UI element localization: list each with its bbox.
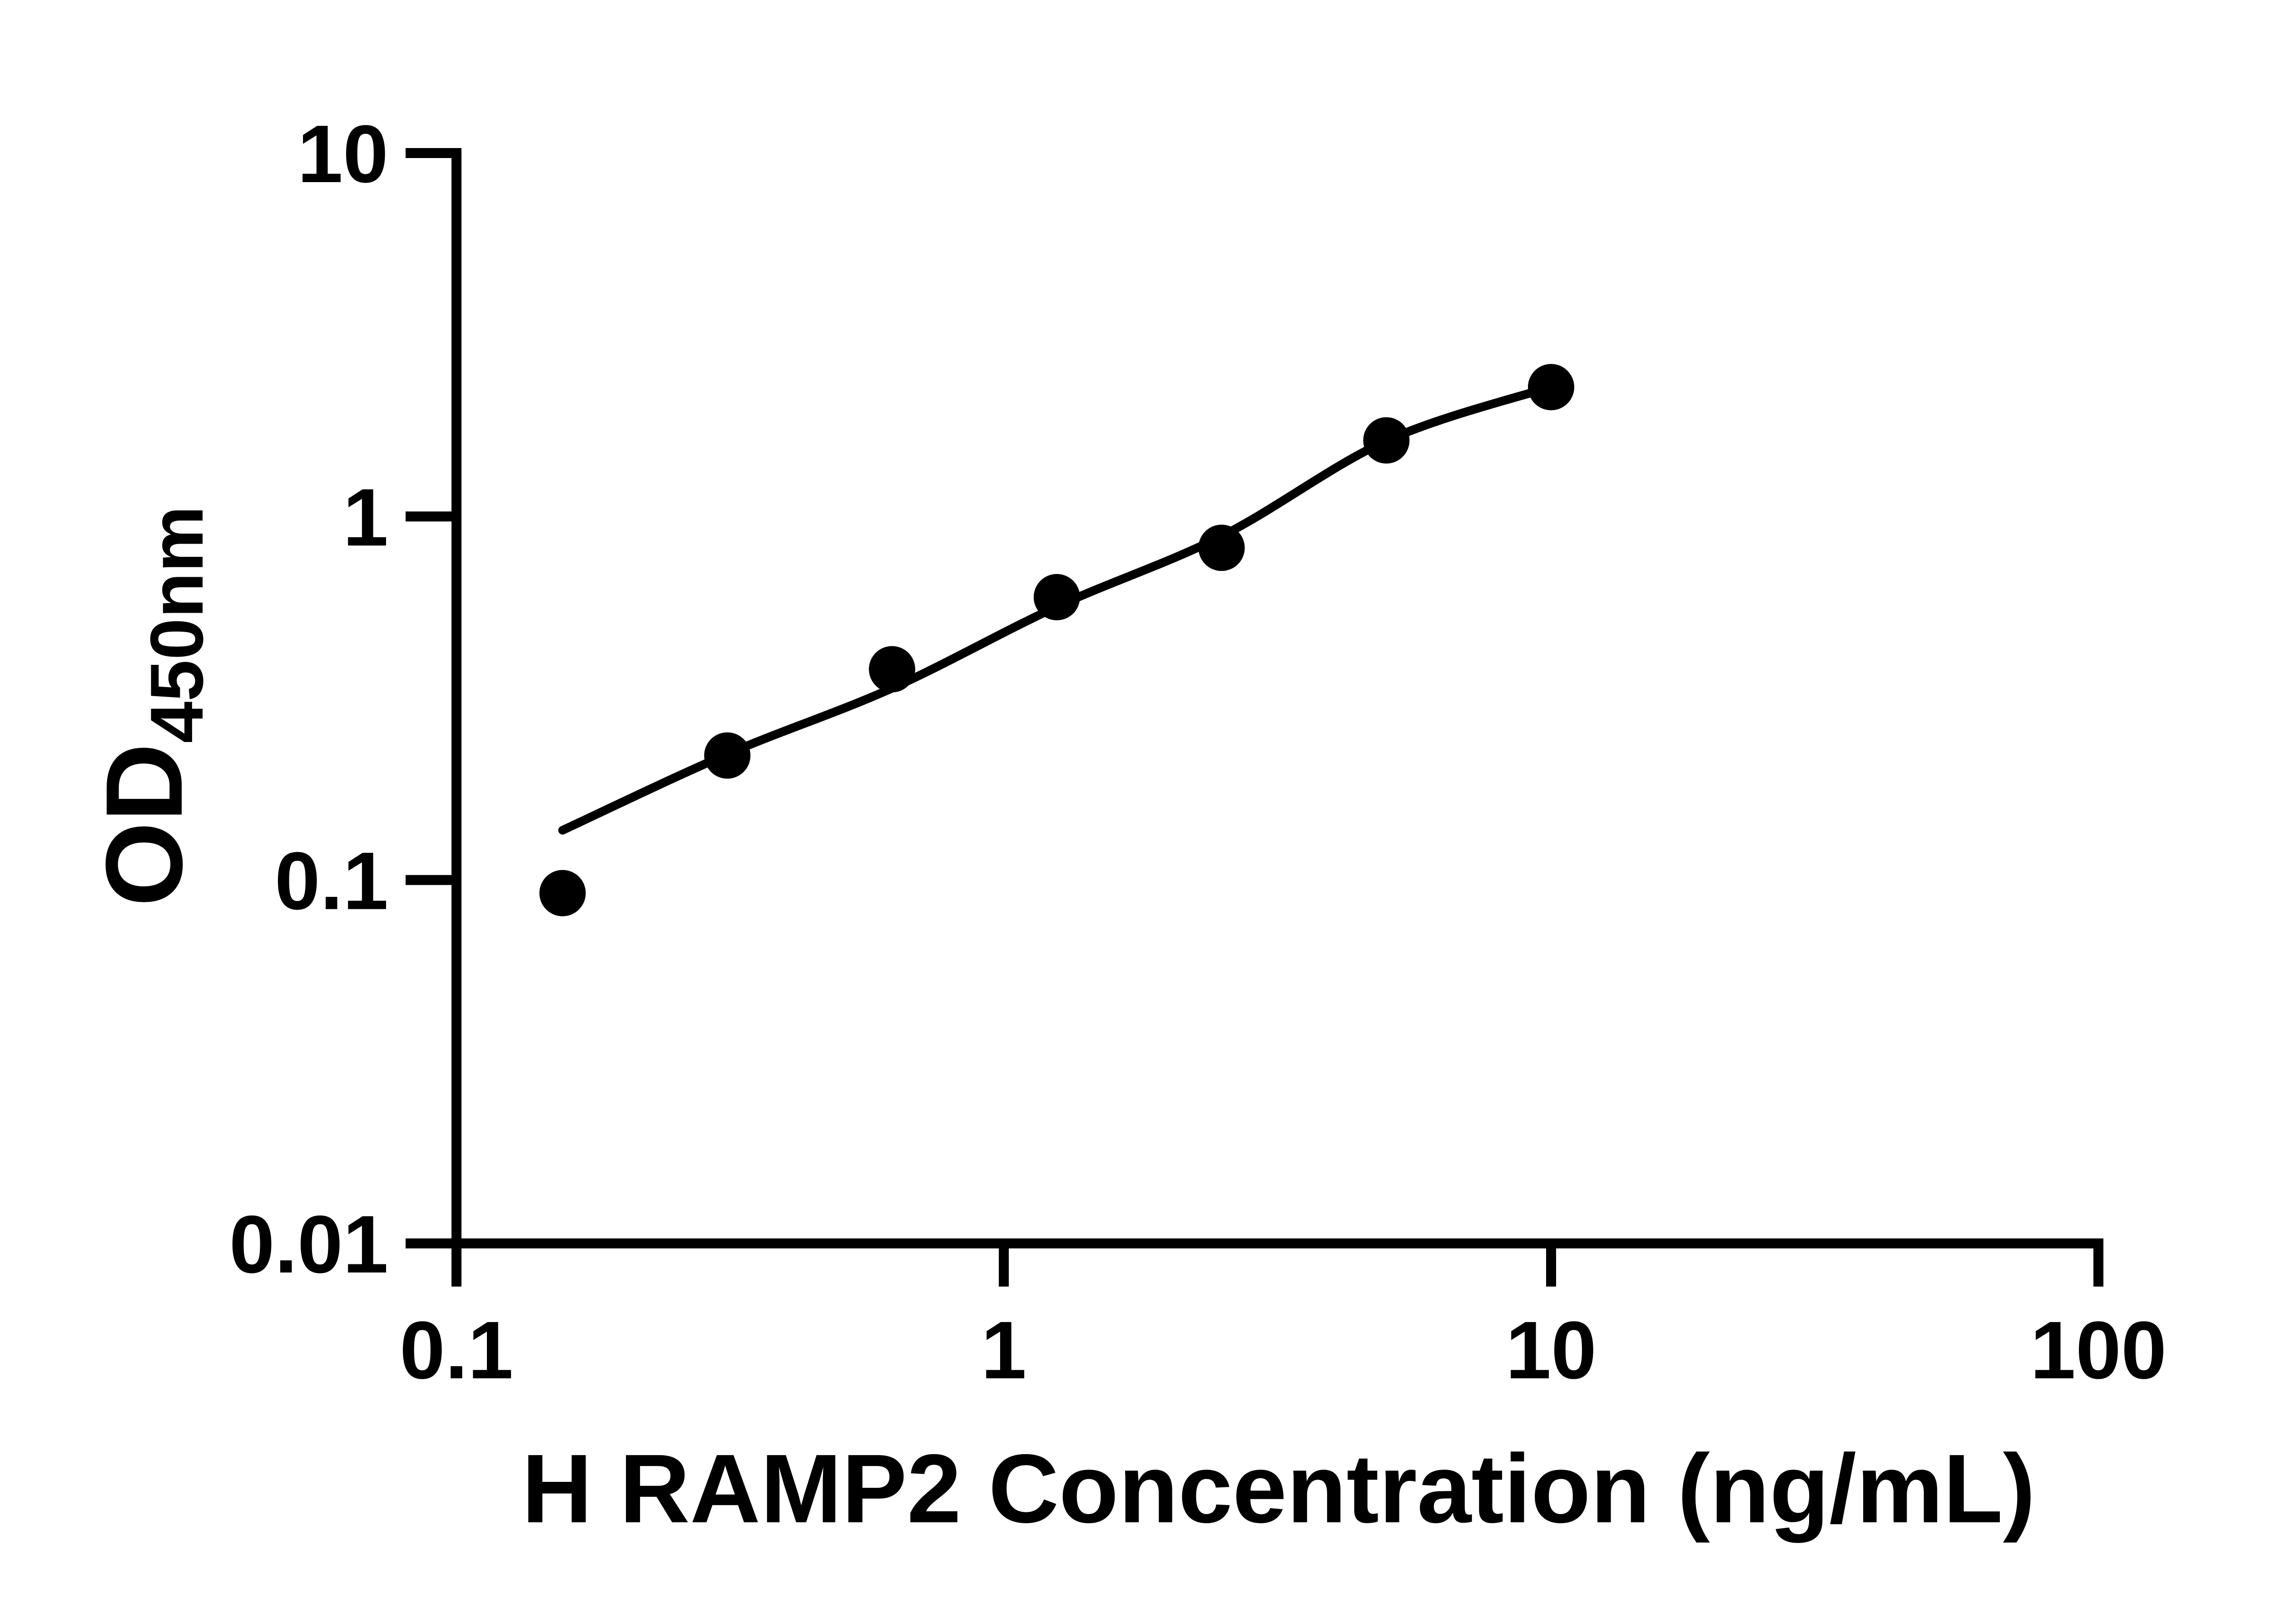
- x-tick-label: 1: [981, 1305, 1026, 1396]
- data-point: [539, 870, 586, 916]
- axis-lines: [451, 148, 2103, 1248]
- x-tick-label: 10: [1506, 1305, 1597, 1396]
- x-tick-label: 0.1: [400, 1305, 513, 1396]
- data-point: [704, 732, 751, 779]
- y-axis-title: OD450nm: [83, 506, 218, 907]
- x-tick-label: 100: [2030, 1305, 2167, 1396]
- data-point: [869, 646, 915, 693]
- data-point: [1528, 364, 1574, 411]
- y-axis-title-subscript: 450nm: [135, 506, 218, 743]
- plot-series: [539, 364, 1574, 916]
- data-point: [1198, 525, 1245, 571]
- y-tick-label: 0.1: [275, 836, 388, 927]
- data-point: [1033, 574, 1080, 620]
- data-point: [1363, 417, 1410, 464]
- y-axis-title-main: OD: [83, 743, 205, 906]
- y-tick-label: 1: [343, 472, 388, 563]
- axes: [451, 148, 2103, 1248]
- x-axis-title: H RAMP2 Concentration (ng/mL): [522, 1434, 2035, 1543]
- y-tick-label: 10: [298, 109, 388, 200]
- y-tick-label: 0.01: [229, 1199, 388, 1290]
